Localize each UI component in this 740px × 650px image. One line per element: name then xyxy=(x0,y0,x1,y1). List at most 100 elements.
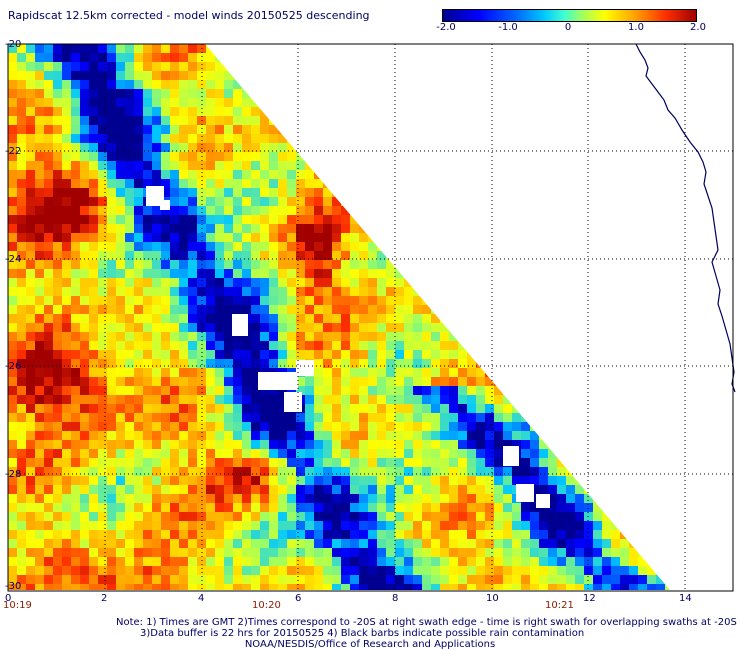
wind-cell xyxy=(332,440,342,450)
wind-cell xyxy=(17,548,27,558)
wind-cell xyxy=(503,557,513,567)
wind-cell xyxy=(89,170,99,180)
wind-cell xyxy=(197,215,207,225)
wind-cell xyxy=(125,386,135,396)
wind-cell xyxy=(251,449,261,459)
wind-cell xyxy=(170,71,180,81)
wind-cell xyxy=(431,476,441,486)
wind-cell xyxy=(98,359,108,369)
wind-cell xyxy=(89,476,99,486)
wind-cell xyxy=(197,161,207,171)
wind-cell xyxy=(314,557,324,567)
wind-cell xyxy=(125,278,135,288)
wind-cell xyxy=(89,332,99,342)
wind-cell xyxy=(539,449,549,459)
wind-cell xyxy=(242,278,252,288)
wind-cell xyxy=(152,476,162,486)
wind-cell xyxy=(332,233,342,243)
wind-cell xyxy=(350,494,360,504)
wind-cell xyxy=(557,503,567,513)
wind-cell xyxy=(260,260,270,270)
wind-cell xyxy=(8,305,18,315)
wind-cell xyxy=(287,251,297,261)
wind-cell xyxy=(251,521,261,531)
wind-cell xyxy=(35,242,45,252)
wind-cell xyxy=(332,566,342,576)
wind-cell xyxy=(107,395,117,405)
wind-cell xyxy=(116,152,126,162)
wind-cell xyxy=(368,566,378,576)
wind-cell xyxy=(26,287,36,297)
wind-cell xyxy=(179,53,189,63)
wind-cell xyxy=(548,476,558,486)
wind-cell xyxy=(215,449,225,459)
wind-cell xyxy=(107,197,117,207)
wind-cell xyxy=(17,71,27,81)
wind-cell xyxy=(395,368,405,378)
wind-cell xyxy=(215,440,225,450)
wind-cell xyxy=(35,179,45,189)
wind-cell xyxy=(233,539,243,549)
wind-cell xyxy=(251,413,261,423)
wind-cell xyxy=(350,584,360,590)
wind-cell xyxy=(251,260,261,270)
wind-cell xyxy=(566,485,576,495)
missing-data-patch xyxy=(146,186,164,206)
wind-cell xyxy=(593,548,603,558)
wind-cell xyxy=(89,224,99,234)
wind-cell xyxy=(467,440,477,450)
wind-cell xyxy=(323,422,333,432)
wind-cell xyxy=(476,584,486,590)
wind-cell xyxy=(476,431,486,441)
wind-cell xyxy=(269,179,279,189)
wind-cell xyxy=(368,557,378,567)
wind-cell xyxy=(422,503,432,513)
wind-cell xyxy=(53,260,63,270)
wind-cell xyxy=(71,404,81,414)
wind-cell xyxy=(161,422,171,432)
wind-cell xyxy=(359,485,369,495)
wind-cell xyxy=(278,494,288,504)
wind-cell xyxy=(8,188,18,198)
wind-cell xyxy=(530,584,540,590)
wind-cell xyxy=(215,368,225,378)
wind-cell xyxy=(431,359,441,369)
wind-cell xyxy=(116,107,126,117)
wind-cell xyxy=(296,449,306,459)
wind-cell xyxy=(188,584,198,590)
wind-cell xyxy=(170,395,180,405)
wind-cell xyxy=(620,575,630,585)
wind-cell xyxy=(98,233,108,243)
wind-cell xyxy=(485,521,495,531)
wind-cell xyxy=(467,530,477,540)
wind-cell xyxy=(296,152,306,162)
wind-cell xyxy=(17,584,27,590)
wind-cell xyxy=(8,179,18,189)
wind-cell xyxy=(53,44,63,54)
wind-cell xyxy=(575,566,585,576)
wind-cell xyxy=(458,584,468,590)
wind-cell xyxy=(287,575,297,585)
wind-cell xyxy=(233,458,243,468)
wind-cell xyxy=(179,530,189,540)
wind-cell xyxy=(341,404,351,414)
wind-cell xyxy=(314,413,324,423)
wind-cell xyxy=(26,116,36,126)
wind-cell xyxy=(161,161,171,171)
wind-cell xyxy=(134,395,144,405)
wind-cell xyxy=(251,566,261,576)
wind-cell xyxy=(161,530,171,540)
wind-cell xyxy=(44,458,54,468)
wind-cell xyxy=(503,476,513,486)
wind-cell xyxy=(233,242,243,252)
wind-cell xyxy=(206,332,216,342)
wind-cell xyxy=(143,62,153,72)
wind-cell xyxy=(233,107,243,117)
wind-cell xyxy=(296,323,306,333)
wind-cell xyxy=(107,359,117,369)
wind-cell xyxy=(323,206,333,216)
wind-cell xyxy=(404,548,414,558)
wind-cell xyxy=(17,188,27,198)
wind-cell xyxy=(242,188,252,198)
wind-cell xyxy=(305,305,315,315)
